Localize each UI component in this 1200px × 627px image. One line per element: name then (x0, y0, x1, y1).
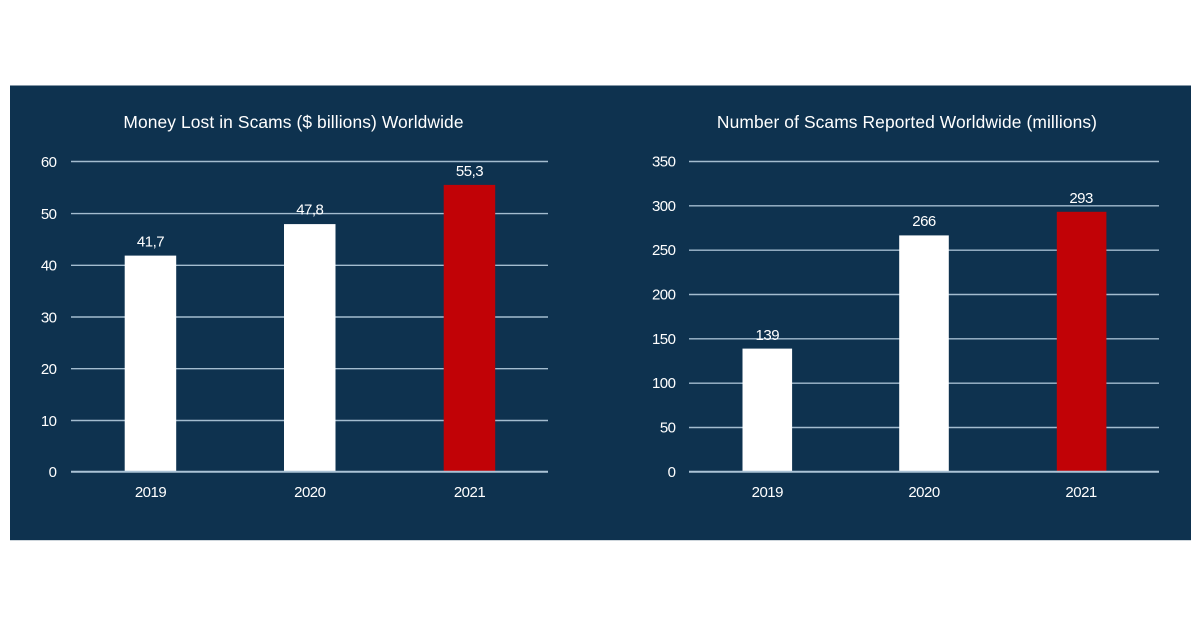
svg-text:55,3: 55,3 (456, 163, 483, 180)
svg-text:293: 293 (1069, 190, 1093, 207)
svg-text:30: 30 (41, 309, 57, 326)
svg-text:150: 150 (652, 331, 676, 348)
svg-text:2020: 2020 (294, 484, 326, 501)
svg-text:10: 10 (41, 413, 57, 430)
svg-text:40: 40 (41, 258, 57, 275)
svg-text:2021: 2021 (454, 484, 486, 501)
svg-text:50: 50 (660, 420, 676, 437)
svg-text:139: 139 (756, 327, 780, 344)
svg-text:2021: 2021 (1065, 484, 1097, 501)
svg-text:60: 60 (41, 154, 57, 171)
svg-text:100: 100 (652, 375, 676, 392)
svg-text:Number of Scams Reported World: Number of Scams Reported Worldwide (mill… (717, 112, 1097, 132)
svg-text:20: 20 (41, 361, 57, 378)
svg-text:300: 300 (652, 198, 676, 215)
svg-text:200: 200 (652, 287, 676, 304)
svg-text:Money Lost in Scams ($ billion: Money Lost in Scams ($ billions) Worldwi… (123, 112, 463, 132)
svg-text:47,8: 47,8 (296, 202, 323, 219)
svg-text:41,7: 41,7 (137, 234, 164, 251)
svg-text:2020: 2020 (908, 484, 940, 501)
svg-text:266: 266 (912, 213, 936, 230)
svg-text:350: 350 (652, 154, 676, 171)
svg-text:0: 0 (668, 464, 676, 481)
svg-text:2019: 2019 (135, 484, 167, 501)
svg-text:250: 250 (652, 242, 676, 259)
svg-text:2019: 2019 (752, 484, 784, 501)
svg-text:0: 0 (49, 464, 57, 481)
svg-text:50: 50 (41, 206, 57, 223)
